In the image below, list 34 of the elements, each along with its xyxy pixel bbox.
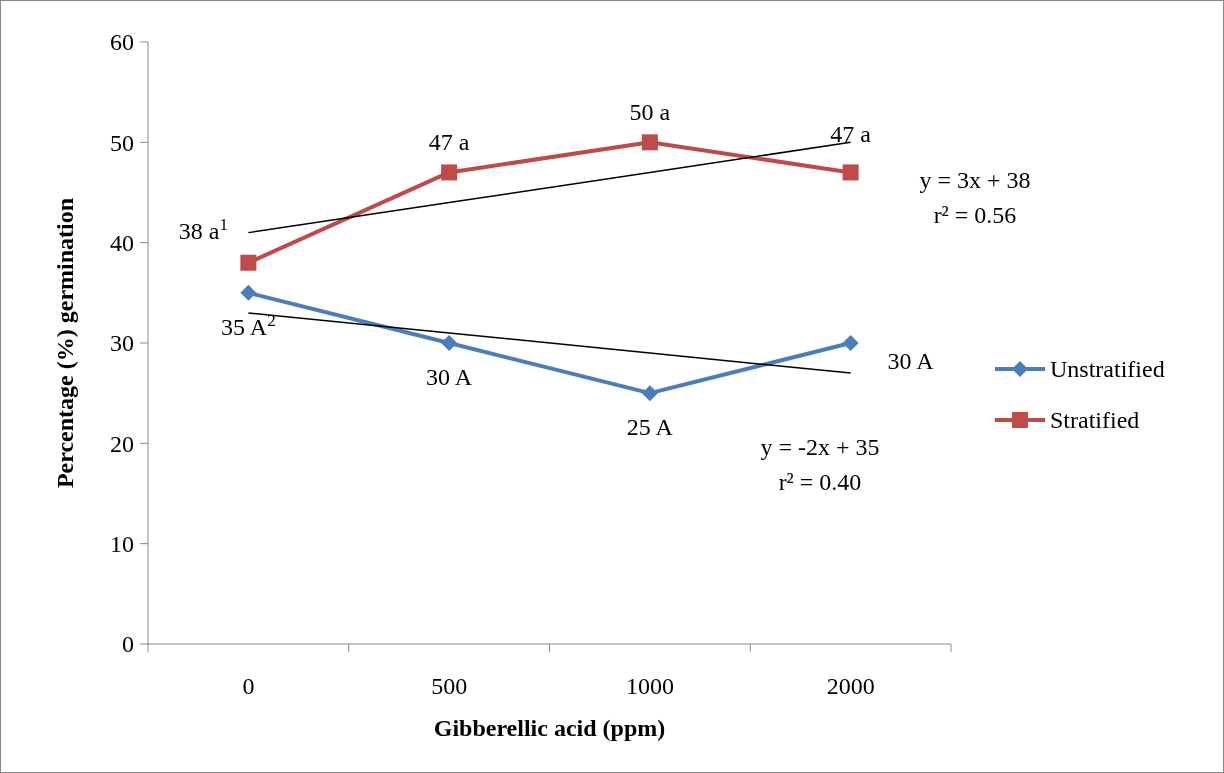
annotation: r² = 0.40 (778, 469, 862, 495)
point (240, 284, 257, 301)
y-tick-label: 50 (110, 129, 134, 156)
x-tick-label: 0 (242, 673, 255, 699)
data-label: 47 a (830, 121, 872, 148)
y-axis-title: Percentage (%) germination (52, 197, 78, 489)
x-tick-label: 1000 (625, 673, 674, 699)
point (441, 335, 458, 351)
y-tick-label: 40 (110, 230, 134, 257)
legend-label: Stratified (1050, 407, 1140, 434)
annotation: r² = 0.56 (933, 202, 1017, 228)
point (240, 254, 257, 271)
y-tick-label: 0 (122, 631, 134, 658)
data-label: 47 a (428, 129, 470, 156)
y-tick-label: 60 (110, 29, 134, 56)
x-tick-label: 2000 (826, 673, 875, 699)
x-axis-title: Gibberellic acid (ppm) (433, 715, 666, 741)
y-tick-label: 20 (110, 430, 134, 457)
point (842, 164, 859, 181)
data-label: 38 a$^{1}$ (178, 214, 228, 244)
point (842, 335, 859, 351)
legend-label: Unstratified (1050, 356, 1165, 383)
point (641, 385, 658, 402)
x-tick-label: 500 (431, 673, 468, 699)
data-label: 50 a (629, 99, 671, 126)
data-label: 25 A (626, 414, 674, 441)
y-tick-label: 10 (110, 531, 134, 558)
annotation: y = -2x + 35 (760, 434, 880, 460)
y-tick-label: 30 (110, 330, 134, 357)
point (441, 164, 458, 181)
data-label: 30 A (426, 364, 473, 390)
point (641, 134, 658, 151)
data-label: 30 A (887, 348, 935, 374)
annotation: y = 3x + 38 (919, 167, 1031, 193)
